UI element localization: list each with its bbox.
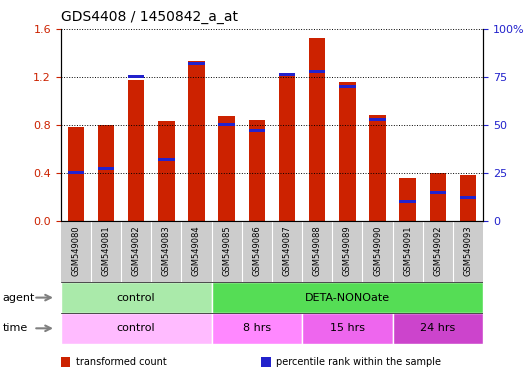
Bar bbox=[98, 167, 114, 170]
Bar bbox=[309, 70, 325, 73]
Bar bbox=[128, 75, 145, 78]
Text: GDS4408 / 1450842_a_at: GDS4408 / 1450842_a_at bbox=[61, 10, 238, 23]
Text: transformed count: transformed count bbox=[76, 357, 166, 367]
Text: percentile rank within the sample: percentile rank within the sample bbox=[276, 357, 441, 367]
Text: GSM549081: GSM549081 bbox=[101, 226, 110, 276]
Bar bbox=[212, 313, 302, 344]
Text: GSM549080: GSM549080 bbox=[71, 226, 80, 276]
Bar bbox=[249, 129, 265, 132]
Bar bbox=[430, 190, 446, 194]
Bar bbox=[128, 80, 145, 221]
Text: GSM549091: GSM549091 bbox=[403, 226, 412, 276]
Text: GSM549090: GSM549090 bbox=[373, 226, 382, 276]
Text: 24 hrs: 24 hrs bbox=[420, 323, 456, 333]
Text: GSM549089: GSM549089 bbox=[343, 226, 352, 276]
Bar bbox=[369, 115, 386, 221]
Text: GSM549093: GSM549093 bbox=[464, 226, 473, 276]
Text: time: time bbox=[3, 323, 28, 333]
Bar bbox=[158, 158, 175, 161]
Text: GSM549084: GSM549084 bbox=[192, 226, 201, 276]
Text: GSM549088: GSM549088 bbox=[313, 226, 322, 276]
Text: control: control bbox=[117, 323, 155, 333]
Bar bbox=[68, 171, 84, 174]
Bar bbox=[302, 313, 393, 344]
Bar bbox=[309, 38, 325, 221]
Text: DETA-NONOate: DETA-NONOate bbox=[305, 293, 390, 303]
Text: agent: agent bbox=[3, 293, 35, 303]
Bar bbox=[219, 116, 235, 221]
Bar bbox=[212, 282, 483, 313]
Bar bbox=[279, 73, 295, 221]
Bar bbox=[61, 313, 212, 344]
Bar bbox=[279, 73, 295, 76]
Text: control: control bbox=[117, 293, 155, 303]
Bar bbox=[339, 82, 356, 221]
Text: GSM549087: GSM549087 bbox=[282, 226, 291, 276]
Text: GSM549092: GSM549092 bbox=[433, 226, 442, 276]
Text: GSM549086: GSM549086 bbox=[252, 226, 261, 276]
Bar bbox=[393, 313, 483, 344]
Bar bbox=[188, 61, 205, 221]
Bar bbox=[399, 200, 416, 203]
Bar bbox=[61, 282, 212, 313]
Bar bbox=[219, 123, 235, 126]
Bar bbox=[460, 196, 476, 199]
Bar bbox=[158, 121, 175, 221]
Bar bbox=[399, 177, 416, 221]
Bar bbox=[369, 118, 386, 121]
Text: GSM549082: GSM549082 bbox=[131, 226, 140, 276]
Bar bbox=[188, 62, 205, 65]
Bar bbox=[98, 125, 114, 221]
Bar bbox=[339, 85, 356, 88]
Text: 8 hrs: 8 hrs bbox=[243, 323, 271, 333]
Text: GSM549083: GSM549083 bbox=[162, 226, 171, 276]
Text: 15 hrs: 15 hrs bbox=[330, 323, 365, 333]
Bar bbox=[249, 120, 265, 221]
Text: GSM549085: GSM549085 bbox=[222, 226, 231, 276]
Bar bbox=[68, 127, 84, 221]
Bar bbox=[460, 175, 476, 221]
Bar bbox=[430, 173, 446, 221]
